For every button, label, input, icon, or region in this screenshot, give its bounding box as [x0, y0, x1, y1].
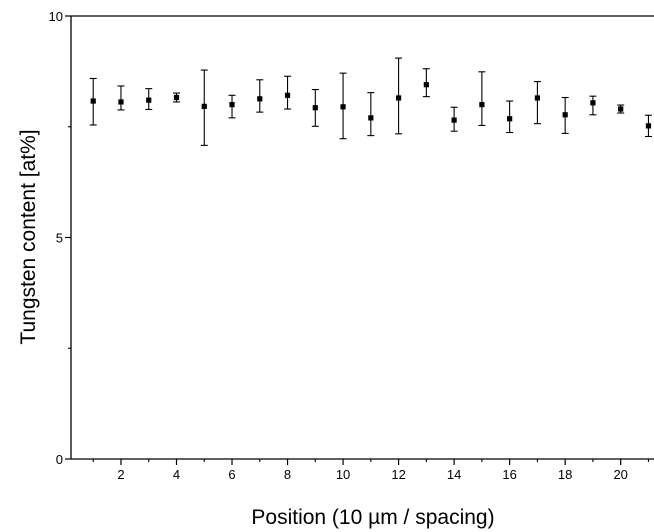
- x-tick-label: 12: [391, 467, 405, 482]
- data-point: [284, 75, 292, 110]
- x-tick-label: 2: [117, 467, 124, 482]
- y-axis-title: Tungsten content [at%]: [17, 129, 40, 344]
- data-point: [422, 68, 430, 98]
- data-point: [311, 88, 319, 127]
- data-point: [450, 106, 458, 132]
- point-marker: [590, 100, 596, 106]
- point-marker: [534, 95, 540, 101]
- data-point: [256, 79, 264, 113]
- data-point: [200, 69, 208, 146]
- point-marker: [507, 116, 513, 122]
- point-marker: [257, 96, 263, 102]
- x-axis-title: Position (10 µm / spacing): [251, 506, 494, 529]
- point-marker: [618, 106, 624, 112]
- data-point: [561, 96, 569, 134]
- point-marker: [312, 105, 318, 111]
- data-point: [172, 92, 180, 103]
- data-point: [89, 77, 97, 126]
- axes: [70, 15, 654, 460]
- x-tick-label: 8: [284, 467, 291, 482]
- ticks: 2 4 6 8 10 12 14 16 18 20 0 5 10: [49, 9, 649, 482]
- point-marker: [201, 103, 207, 109]
- data-point: [644, 114, 652, 138]
- data-point: [617, 104, 625, 114]
- x-tick-label: 10: [336, 467, 350, 482]
- data-point: [117, 85, 125, 111]
- point-marker: [340, 104, 346, 110]
- point-marker: [479, 102, 485, 108]
- point-marker: [451, 117, 457, 123]
- point-marker: [423, 82, 429, 88]
- y-tick-label: 5: [56, 231, 63, 246]
- point-marker: [173, 94, 180, 101]
- y-tick-label: 0: [56, 452, 63, 467]
- point-marker: [229, 102, 235, 108]
- data-marks: [89, 57, 652, 146]
- point-marker: [645, 123, 652, 129]
- x-tick-label: 16: [502, 467, 516, 482]
- point-marker: [118, 99, 124, 105]
- data-point: [395, 57, 403, 135]
- x-tick-label: 18: [558, 467, 572, 482]
- point-marker: [368, 115, 374, 121]
- data-point: [228, 94, 236, 119]
- point-marker: [562, 112, 568, 118]
- point-marker: [90, 98, 96, 104]
- point-marker: [284, 92, 291, 98]
- point-marker: [395, 95, 402, 101]
- x-tick-label: 4: [173, 467, 180, 482]
- x-tick-label: 20: [613, 467, 627, 482]
- data-point: [339, 72, 347, 140]
- data-point: [478, 71, 486, 126]
- point-marker: [146, 97, 152, 103]
- x-tick-label: 6: [228, 467, 235, 482]
- data-point: [367, 92, 375, 137]
- x-tick-label: 14: [447, 467, 461, 482]
- data-point: [589, 95, 597, 116]
- y-tick-label: 10: [49, 9, 63, 24]
- data-point: [145, 88, 153, 111]
- data-point: [506, 100, 514, 134]
- data-point: [533, 81, 541, 125]
- axis-labels: Position (10 µm / spacing) Tungsten cont…: [17, 129, 495, 529]
